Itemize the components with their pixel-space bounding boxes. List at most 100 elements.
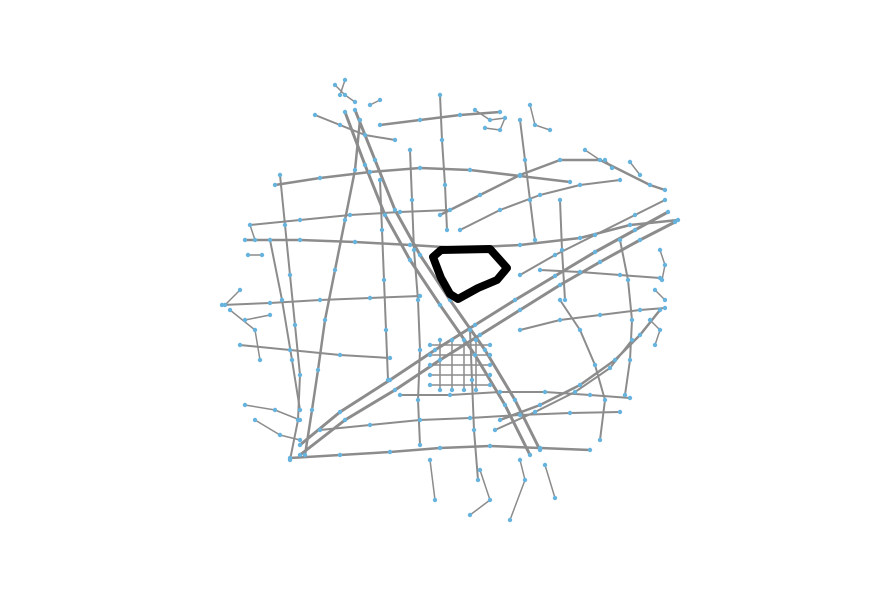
intersection-node [377, 97, 383, 103]
intersection-node [472, 107, 478, 113]
intersection-node [577, 382, 583, 388]
intersection-node [397, 209, 403, 215]
intersection-node [245, 252, 251, 258]
intersection-node [482, 125, 488, 131]
intersection-node [415, 297, 421, 303]
intersection-node [577, 182, 583, 188]
intersection-node [427, 362, 433, 368]
intersection-node [242, 317, 248, 323]
street-edge [298, 210, 670, 447]
intersection-node [447, 392, 453, 398]
intersection-node [647, 317, 653, 323]
street-edge [239, 344, 391, 359]
intersection-node [537, 445, 543, 451]
intersection-node [587, 447, 593, 453]
intersection-node [437, 302, 443, 308]
intersection-node [297, 237, 303, 243]
intersection-node [512, 397, 518, 403]
intersection-node [632, 212, 638, 218]
intersection-node [657, 307, 663, 313]
intersection-node [473, 337, 479, 343]
intersection-node [362, 132, 368, 138]
intersection-node [567, 410, 573, 416]
intersection-node [297, 437, 303, 443]
intersection-node [522, 477, 528, 483]
intersection-node [557, 282, 563, 288]
street-edge [429, 344, 491, 386]
intersection-node [557, 297, 563, 303]
intersection-node [537, 192, 543, 198]
street-edge [439, 339, 477, 391]
intersection-node [279, 297, 285, 303]
intersection-node [567, 179, 573, 185]
intersection-node [532, 409, 538, 415]
intersection-node [237, 287, 243, 293]
intersection-node [527, 102, 533, 108]
intersection-node [487, 362, 493, 368]
intersection-node [302, 452, 308, 458]
intersection-node [487, 443, 493, 449]
intersection-node [473, 387, 479, 393]
intersection-node [292, 322, 298, 328]
intersection-node [342, 417, 348, 423]
intersection-node [352, 99, 358, 105]
intersection-node [577, 235, 583, 241]
intersection-node [627, 357, 633, 363]
intersection-node [572, 389, 578, 395]
intersection-node [437, 92, 443, 98]
intersection-node [415, 397, 421, 403]
intersection-node [252, 327, 258, 333]
intersection-node [352, 239, 358, 245]
intersection-node [379, 227, 385, 233]
intersection-node [657, 247, 663, 253]
intersection-node [392, 137, 398, 143]
intersection-node [417, 347, 423, 353]
intersection-node [487, 372, 493, 378]
street-edge [314, 114, 396, 141]
intersection-node [502, 115, 508, 121]
street-edge [269, 239, 301, 411]
intersection-node [247, 222, 253, 228]
intersection-node [337, 92, 343, 98]
intersection-node [637, 332, 643, 338]
intersection-node [237, 342, 243, 348]
intersection-node [467, 512, 473, 518]
intersection-node [387, 355, 393, 361]
intersection-node [383, 327, 389, 333]
intersection-node [542, 462, 548, 468]
street-edge [539, 269, 661, 279]
intersection-node [272, 182, 278, 188]
intersection-node [497, 127, 503, 133]
intersection-node [437, 212, 443, 218]
intersection-node [597, 259, 603, 265]
highlighted-route [429, 245, 511, 303]
intersection-node [607, 365, 613, 371]
intersection-node [352, 107, 358, 113]
intersection-node [392, 207, 398, 213]
intersection-node [437, 445, 443, 451]
intersection-node [625, 277, 631, 283]
intersection-node [547, 127, 553, 133]
intersection-node [432, 497, 438, 503]
intersection-node [297, 442, 303, 448]
intersection-node [532, 122, 538, 128]
intersection-node [367, 422, 373, 428]
intersection-node [357, 117, 363, 123]
intersection-node [317, 427, 323, 433]
street-edge [247, 224, 263, 256]
intersection-node [652, 342, 658, 348]
intersection-node [367, 295, 373, 301]
street-edge [303, 118, 362, 457]
intersection-node [337, 122, 343, 128]
intersection-node [297, 417, 303, 423]
intersection-node [507, 517, 513, 523]
intersection-node [252, 417, 258, 423]
intersection-node [492, 427, 498, 433]
intersection-node [602, 157, 608, 163]
intersection-node [342, 217, 348, 223]
intersection-node [497, 417, 503, 423]
intersection-node [337, 409, 343, 415]
intersection-node [377, 177, 383, 183]
intersection-node [577, 327, 583, 333]
intersection-node [557, 197, 563, 203]
